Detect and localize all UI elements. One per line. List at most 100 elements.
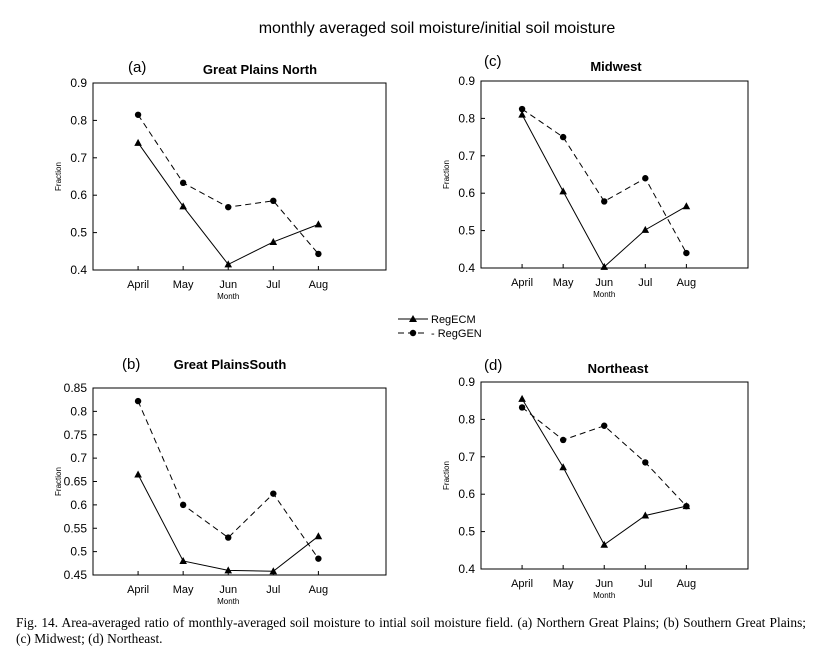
data-point-regecm <box>518 394 526 402</box>
y-axis-label: Fraction <box>442 461 451 490</box>
x-tick-label: May <box>553 277 574 289</box>
data-point-reggen <box>559 133 567 141</box>
data-point-reggen <box>270 490 277 497</box>
series-line-reggen <box>137 400 319 559</box>
x-tick-label: Aug <box>677 277 697 289</box>
y-tick-label: 0.7 <box>458 450 475 464</box>
chart-panel: (d) Northeast 0.4 0.5 0.6 0.7 0.8 0.9 April May Ju… <box>442 357 749 600</box>
data-point-reggen <box>225 203 232 211</box>
data-point-regecm <box>224 566 233 574</box>
chart-title: Great Plains North <box>203 62 317 77</box>
data-point-reggen <box>559 436 567 444</box>
chart-title: Northeast <box>588 361 649 376</box>
data-point-reggen <box>642 459 649 466</box>
chart-panel: (c) Midwest 0.4 0.5 0.6 0.7 0.8 0.9 April May Jun J… <box>442 53 749 299</box>
y-tick-label: 0.6 <box>458 186 475 200</box>
data-point-reggen <box>683 249 690 257</box>
y-tick-label: 0.75 <box>64 428 88 442</box>
data-point-regecm <box>179 202 187 210</box>
data-point-reggen <box>683 502 690 510</box>
plot-frame <box>480 80 749 269</box>
x-axis-label: Month <box>217 292 239 301</box>
y-tick-label: 0.4 <box>458 562 475 576</box>
y-tick-label: 0.65 <box>64 475 88 489</box>
y-tick-label: 0.4 <box>70 263 87 277</box>
x-tick-label: April <box>511 277 533 289</box>
x-tick-label: May <box>173 584 194 596</box>
y-tick-label: 0.4 <box>458 261 475 275</box>
series-line-reggen <box>521 108 687 254</box>
legend: RegECM - RegGEN <box>398 314 482 340</box>
x-tick-label: April <box>127 584 149 596</box>
x-tick-label: Jul <box>266 584 280 596</box>
x-tick-label: May <box>173 279 194 291</box>
y-tick-label: 0.5 <box>70 545 87 559</box>
figure-canvas: monthly averaged soil moisture/initial s… <box>54 20 749 606</box>
y-axis-label: Fraction <box>442 160 451 189</box>
x-tick-label: Jul <box>638 277 652 289</box>
panels: (a) Great Plains North 0.4 0.5 0.6 0.7 0.8 0.9 A… <box>54 53 749 606</box>
legend-regecm-marker <box>409 315 417 322</box>
x-tick-label: Jul <box>266 279 280 291</box>
y-tick-label: 0.6 <box>70 188 87 202</box>
series-line-regecm <box>521 398 687 546</box>
data-point-regecm <box>518 110 526 118</box>
y-tick-label: 0.6 <box>70 498 87 512</box>
data-point-reggen <box>270 197 277 205</box>
data-point-regecm <box>269 237 278 245</box>
y-tick-label: 0.45 <box>64 568 88 582</box>
y-tick-label: 0.7 <box>458 149 475 163</box>
data-point-reggen <box>179 179 187 187</box>
y-tick-label: 0.7 <box>70 151 87 165</box>
y-tick-label: 0.5 <box>458 224 475 238</box>
panel-label: (d) <box>484 357 502 374</box>
plot-frame <box>92 387 387 576</box>
y-tick-label: 0.9 <box>70 76 87 90</box>
legend-reggen-label: - RegGEN <box>431 328 482 340</box>
data-point-regecm <box>559 187 567 195</box>
data-point-reggen <box>225 534 232 541</box>
x-tick-label: Jun <box>219 279 237 291</box>
y-tick-label: 0.55 <box>64 521 88 535</box>
x-tick-label: Aug <box>677 578 697 590</box>
data-point-regecm <box>134 138 142 146</box>
data-point-reggen <box>134 111 142 118</box>
x-tick-label: April <box>511 578 533 590</box>
chart-title: Midwest <box>590 59 642 74</box>
data-point-regecm <box>641 511 650 519</box>
data-point-regecm <box>559 463 567 471</box>
x-tick-label: May <box>553 578 574 590</box>
x-tick-label: Jun <box>219 584 237 596</box>
data-point-reggen <box>601 198 608 205</box>
chart-panel: (b) Great PlainsSouth 0.45 0.5 0.55 0.6 0.65 0.… <box>54 356 387 606</box>
x-axis-label: Month <box>217 597 239 606</box>
data-point-reggen <box>315 250 322 258</box>
y-tick-label: 0.5 <box>70 226 87 240</box>
y-axis-label: Fraction <box>54 467 63 496</box>
x-tick-label: Aug <box>309 279 329 291</box>
y-axis-label: Fraction <box>54 162 63 191</box>
data-point-regecm <box>641 225 650 233</box>
series-line-regecm <box>137 474 319 572</box>
y-tick-label: 0.8 <box>70 404 87 418</box>
y-tick-label: 0.8 <box>70 113 87 127</box>
data-point-regecm <box>314 220 323 228</box>
x-axis-label: Month <box>593 591 615 600</box>
y-tick-label: 0.8 <box>458 412 475 426</box>
data-point-regecm <box>600 540 609 548</box>
x-tick-label: Jun <box>595 578 613 590</box>
data-point-regecm <box>224 260 233 268</box>
data-point-reggen <box>179 501 187 509</box>
plot-frame <box>92 82 387 271</box>
data-point-regecm <box>269 567 278 575</box>
y-tick-label: 0.85 <box>64 381 88 395</box>
chart-panel: (a) Great Plains North 0.4 0.5 0.6 0.7 0.8 0.9 A… <box>54 59 387 301</box>
x-tick-label: April <box>127 279 149 291</box>
chart-title: Great PlainsSouth <box>174 357 287 372</box>
y-tick-label: 0.9 <box>458 74 475 88</box>
y-tick-label: 0.6 <box>458 487 475 501</box>
legend-regecm-label: RegECM <box>431 314 476 326</box>
y-tick-label: 0.7 <box>70 451 87 465</box>
data-point-regecm <box>600 262 609 270</box>
y-tick-label: 0.5 <box>458 525 475 539</box>
